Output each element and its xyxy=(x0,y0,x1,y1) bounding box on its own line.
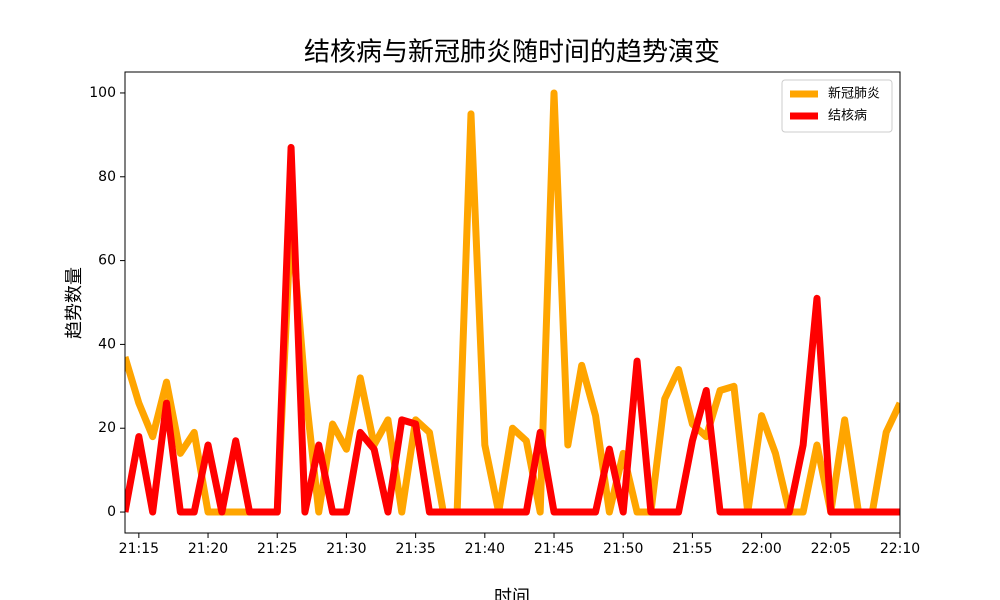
x-tick-label: 21:45 xyxy=(534,541,574,557)
plot-frame xyxy=(124,71,901,534)
y-tick-label: 60 xyxy=(98,253,116,269)
legend-label: 新冠肺炎 xyxy=(828,86,880,102)
y-tick-label: 40 xyxy=(98,336,116,352)
x-tick-label: 21:30 xyxy=(326,541,366,557)
line-series xyxy=(125,89,900,516)
y-tick-label: 20 xyxy=(98,420,116,436)
y-axis-label: 趋势数量 xyxy=(64,267,85,339)
x-tick-label: 21:35 xyxy=(395,541,435,557)
x-tick-label: 21:20 xyxy=(188,541,228,557)
x-tick-label: 22:05 xyxy=(811,541,851,557)
chart-title: 结核病与新冠肺炎随时间的趋势演变 xyxy=(304,38,720,68)
legend-label: 结核病 xyxy=(828,109,867,124)
x-axis-label: 时间 xyxy=(494,587,530,600)
y-tick-label: 80 xyxy=(98,169,116,185)
x-tick-label: 21:15 xyxy=(119,541,159,557)
x-tick-label: 22:10 xyxy=(880,541,920,557)
line-series xyxy=(125,143,900,516)
x-tick-label: 21:25 xyxy=(257,541,297,557)
x-tick-label: 21:50 xyxy=(603,541,643,557)
x-tick-label: 21:55 xyxy=(672,541,712,557)
x-tick-label: 21:40 xyxy=(465,541,505,557)
y-tick-label: 0 xyxy=(107,504,116,520)
y-tick-label: 100 xyxy=(89,85,116,101)
x-tick-label: 22:00 xyxy=(741,541,781,557)
